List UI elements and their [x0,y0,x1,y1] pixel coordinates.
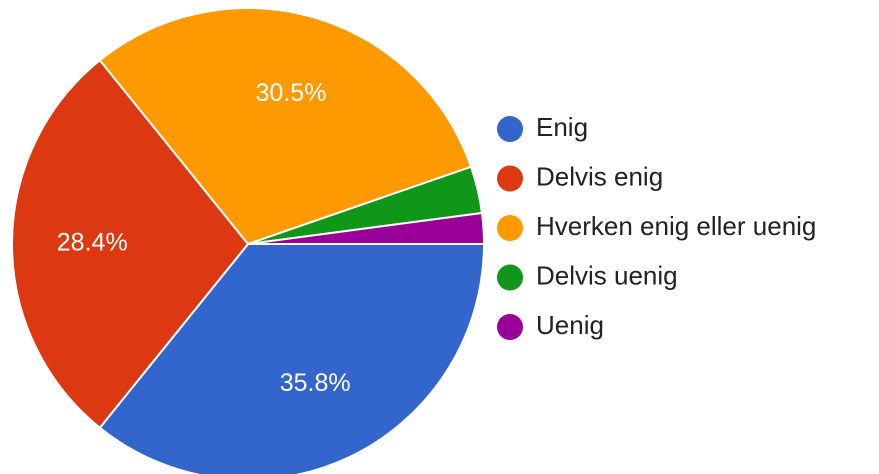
legend-swatch [497,165,523,192]
legend-label: Hverken enig eller uenig [536,211,816,241]
pie-slice [11,58,250,430]
legend-label: Delvis enig [536,161,663,191]
pie-slice [247,211,486,245]
legend-label: Delvis uenig [536,260,678,290]
pie-slice [98,243,486,474]
legend-swatch [497,215,523,241]
legend-swatch [497,264,523,291]
slice-label: 28.4% [57,229,128,257]
pie-slice [98,7,473,246]
slice-label: 30.5% [256,79,327,107]
slice-label: 35.8% [280,369,351,397]
legend-swatch [497,314,523,340]
legend-label: Enig [536,112,588,142]
legend-label: Uenig [536,310,604,340]
legend-swatch [497,116,523,142]
